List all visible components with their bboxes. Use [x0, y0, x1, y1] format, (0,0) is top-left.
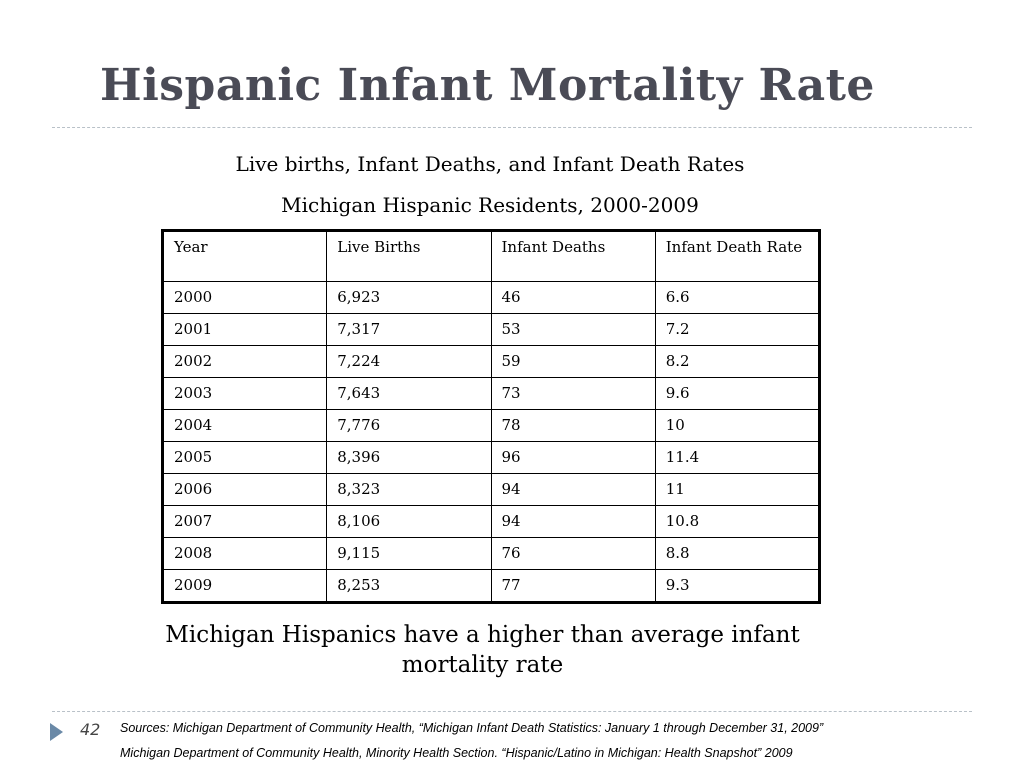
cell-infant-death-rate: 9.6	[654, 377, 821, 410]
cell-year: 2004	[161, 409, 328, 442]
cell-year: 2001	[161, 313, 328, 346]
cell-infant-deaths: 77	[490, 569, 656, 603]
table-row: 2002 7,224 59 8.2	[161, 345, 821, 378]
cell-infant-deaths: 78	[490, 409, 656, 442]
cell-year: 2000	[161, 281, 328, 314]
table-row: 2008 9,115 76 8.8	[161, 537, 821, 570]
cell-year: 2006	[161, 473, 328, 506]
cell-live-births: 7,317	[326, 313, 492, 346]
table-body: 2000 6,923 46 6.6 2001 7,317 53 7.2 2002 7,224 59 8…	[161, 281, 821, 603]
page-number: 42	[80, 720, 101, 739]
table-header-row: Year Live Births Infant Deaths Infant De…	[161, 230, 821, 282]
table-row: 2006 8,323 94 11	[161, 473, 821, 506]
cell-infant-deaths: 94	[490, 473, 656, 506]
cell-infant-death-rate: 10.8	[654, 505, 821, 538]
table-caption-line-1: Live births, Infant Deaths, and Infant D…	[235, 152, 745, 176]
source-citation-1: Sources: Michigan Department of Communit…	[120, 721, 824, 735]
cell-infant-deaths: 94	[490, 505, 656, 538]
cell-year: 2008	[161, 537, 328, 570]
table-row: 2000 6,923 46 6.6	[161, 281, 821, 314]
cell-infant-death-rate: 9.3	[654, 569, 821, 603]
cell-live-births: 7,224	[326, 345, 492, 378]
cell-infant-deaths: 96	[490, 441, 656, 474]
cell-infant-death-rate: 6.6	[654, 281, 821, 314]
cell-live-births: 8,106	[326, 505, 492, 538]
cell-year: 2007	[161, 505, 328, 538]
cell-year: 2002	[161, 345, 328, 378]
footer-divider	[52, 711, 972, 712]
slide-title: Hispanic Infant Mortality Rate	[100, 60, 875, 111]
cell-live-births: 7,776	[326, 409, 492, 442]
cell-year: 2003	[161, 377, 328, 410]
cell-infant-death-rate: 7.2	[654, 313, 821, 346]
cell-infant-death-rate: 8.8	[654, 537, 821, 570]
cell-infant-death-rate: 11.4	[654, 441, 821, 474]
cell-infant-deaths: 59	[490, 345, 656, 378]
summary-note: Michigan Hispanics have a higher than av…	[165, 622, 800, 678]
cell-infant-deaths: 76	[490, 537, 656, 570]
table-row: 2007 8,106 94 10.8	[161, 505, 821, 538]
cell-year: 2009	[161, 569, 328, 603]
cell-live-births: 9,115	[326, 537, 492, 570]
cell-live-births: 6,923	[326, 281, 492, 314]
title-divider	[52, 127, 972, 128]
table-row: 2001 7,317 53 7.2	[161, 313, 821, 346]
bullet-arrow-icon	[50, 723, 63, 741]
cell-infant-deaths: 73	[490, 377, 656, 410]
cell-infant-death-rate: 8.2	[654, 345, 821, 378]
cell-infant-death-rate: 10	[654, 409, 821, 442]
source-citation-2: Michigan Department of Community Health,…	[120, 746, 793, 760]
table-row: 2003 7,643 73 9.6	[161, 377, 821, 410]
table-row: 2009 8,253 77 9.3	[161, 569, 821, 603]
cell-live-births: 8,253	[326, 569, 492, 603]
mortality-table: Year Live Births Infant Deaths Infant De…	[161, 229, 821, 604]
column-header-infant-deaths: Infant Deaths	[490, 230, 656, 282]
column-header-live-births: Live Births	[326, 230, 492, 282]
cell-live-births: 8,323	[326, 473, 492, 506]
cell-infant-deaths: 46	[490, 281, 656, 314]
column-header-year: Year	[161, 230, 328, 282]
table-row: 2004 7,776 78 10	[161, 409, 821, 442]
column-header-infant-death-rate: Infant Death Rate	[654, 230, 821, 282]
cell-infant-death-rate: 11	[654, 473, 821, 506]
table-row: 2005 8,396 96 11.4	[161, 441, 821, 474]
cell-year: 2005	[161, 441, 328, 474]
cell-live-births: 8,396	[326, 441, 492, 474]
table-caption-line-2: Michigan Hispanic Residents, 2000-2009	[281, 193, 699, 217]
cell-live-births: 7,643	[326, 377, 492, 410]
cell-infant-deaths: 53	[490, 313, 656, 346]
